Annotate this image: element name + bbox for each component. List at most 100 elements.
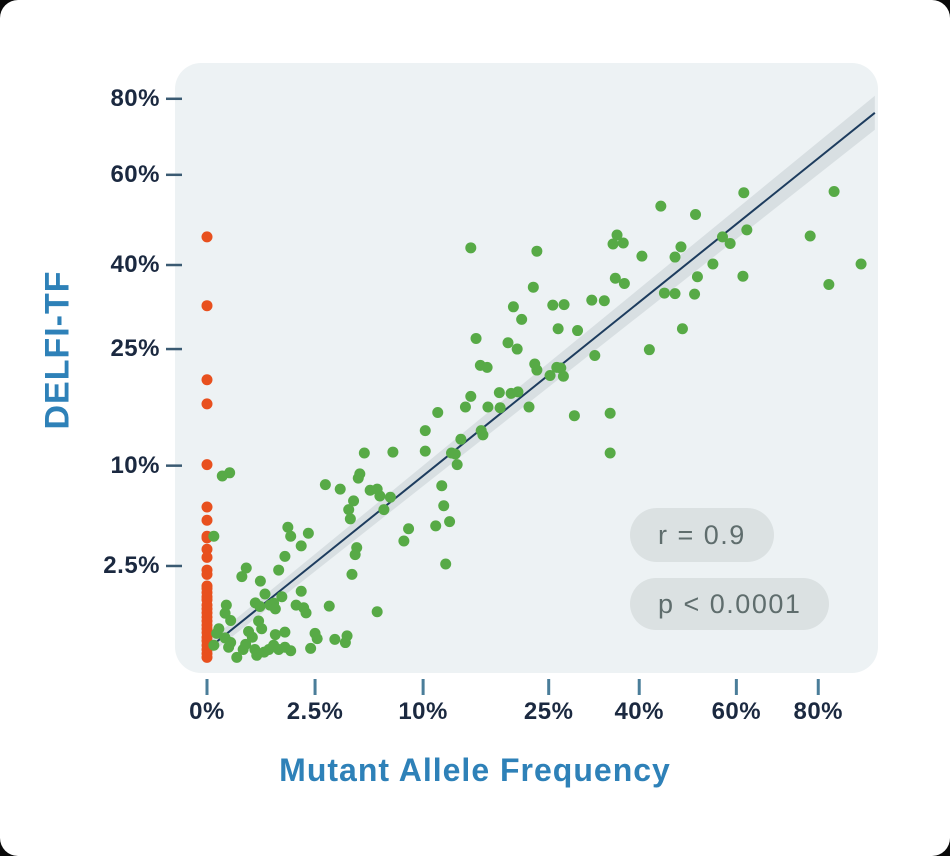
scatter-point [676, 323, 688, 335]
scatter-point [285, 645, 297, 657]
scatter-point [636, 250, 648, 262]
scatter-point [690, 209, 702, 221]
scatter-point [403, 523, 415, 535]
scatter-point [419, 445, 431, 457]
y-tick-label: 2.5% [103, 551, 160, 579]
scatter-point [572, 325, 584, 337]
regression-layer [206, 95, 876, 657]
scatter-point [240, 562, 252, 574]
scatter-point [384, 491, 396, 503]
scatter-point [675, 241, 687, 253]
scatter-point [477, 429, 489, 441]
scatter-point [329, 633, 341, 645]
scatter-point [254, 575, 266, 587]
zero-maf-point [201, 514, 213, 526]
scatter-point [589, 349, 601, 361]
plot-area [175, 63, 878, 673]
scatter-point [586, 294, 598, 306]
scatter-point [387, 446, 399, 458]
scatter-point [398, 535, 410, 547]
scatter-point [568, 410, 580, 422]
scatter-point [343, 504, 355, 516]
scatter-point [527, 281, 539, 293]
scatter-point [855, 258, 867, 270]
scatter-point [804, 230, 816, 242]
scatter-point [455, 433, 467, 445]
scatter-point [493, 387, 505, 399]
scatter-point [236, 571, 248, 583]
scatter-point [482, 401, 494, 413]
zero-maf-point [201, 374, 213, 386]
scatter-point [669, 251, 681, 263]
y-tick-label: 80% [110, 84, 160, 112]
scatter-point [243, 626, 255, 638]
scatter-point [273, 564, 285, 576]
scatter-point [828, 185, 840, 197]
scatter-point [655, 200, 667, 212]
scatter-point [502, 337, 514, 349]
x-tick-label: 0% [189, 698, 225, 725]
scatter-point [658, 287, 670, 299]
scatter-point [374, 490, 386, 502]
scatter-point [334, 483, 346, 495]
scatter-point [481, 361, 493, 373]
scatter-point [311, 633, 323, 645]
zero-maf-point [201, 300, 213, 312]
scatter-point [531, 245, 543, 257]
scatter-point [282, 521, 294, 533]
scatter-point [295, 540, 307, 552]
scatter-point [323, 600, 335, 612]
scatter-point [432, 407, 444, 418]
pvalue-badge: p < 0.0001 [630, 578, 830, 630]
scatter-point [607, 238, 619, 250]
scatter-point [216, 470, 228, 482]
zero-maf-point [201, 459, 213, 471]
y-tick-label: 25% [110, 335, 160, 363]
scatter-point [741, 224, 753, 236]
scatter-point [285, 530, 297, 542]
scatter-point [440, 558, 452, 570]
scatter-point [319, 479, 331, 491]
scatter-point [449, 448, 461, 460]
scatter-point [552, 323, 564, 335]
scatter-point [254, 600, 266, 612]
zero-maf-point [201, 398, 213, 410]
scatter-point [358, 447, 370, 459]
scatter-point [348, 495, 360, 507]
scatter-point [643, 344, 655, 356]
scatter-point [465, 242, 477, 254]
scatter-point [465, 390, 477, 402]
y-axis-title: DELFI-TF [38, 270, 77, 430]
scatter-point [618, 277, 630, 289]
scatter-point [269, 629, 281, 641]
x-tick-label: 10% [398, 698, 448, 725]
scatter-point [737, 270, 749, 282]
zero-maf-point [201, 231, 213, 243]
scatter-point [459, 401, 471, 413]
scatter-point [259, 588, 271, 600]
zero-maf-point [201, 568, 213, 580]
scatter-point [223, 641, 235, 653]
scatter-point [346, 568, 358, 580]
scatter-point [344, 513, 356, 525]
scatter-point [523, 401, 535, 413]
scatter-point [691, 271, 703, 283]
y-tick-label: 60% [110, 160, 160, 188]
scatter-point [305, 642, 317, 654]
scatter-point [516, 313, 528, 325]
scatter-point [611, 229, 623, 241]
scatter-point [438, 500, 450, 512]
scatter-point [544, 370, 556, 382]
scatter-point [531, 364, 543, 376]
scatter-point [669, 288, 681, 300]
scatter-point [253, 615, 265, 627]
scatter-point [225, 615, 237, 627]
scatter-point [231, 651, 243, 663]
y-tick-label: 10% [110, 451, 160, 479]
scatter-point [211, 627, 223, 639]
scatter-point [707, 258, 719, 270]
scatter-point [507, 301, 519, 313]
scatter-point [352, 472, 364, 484]
